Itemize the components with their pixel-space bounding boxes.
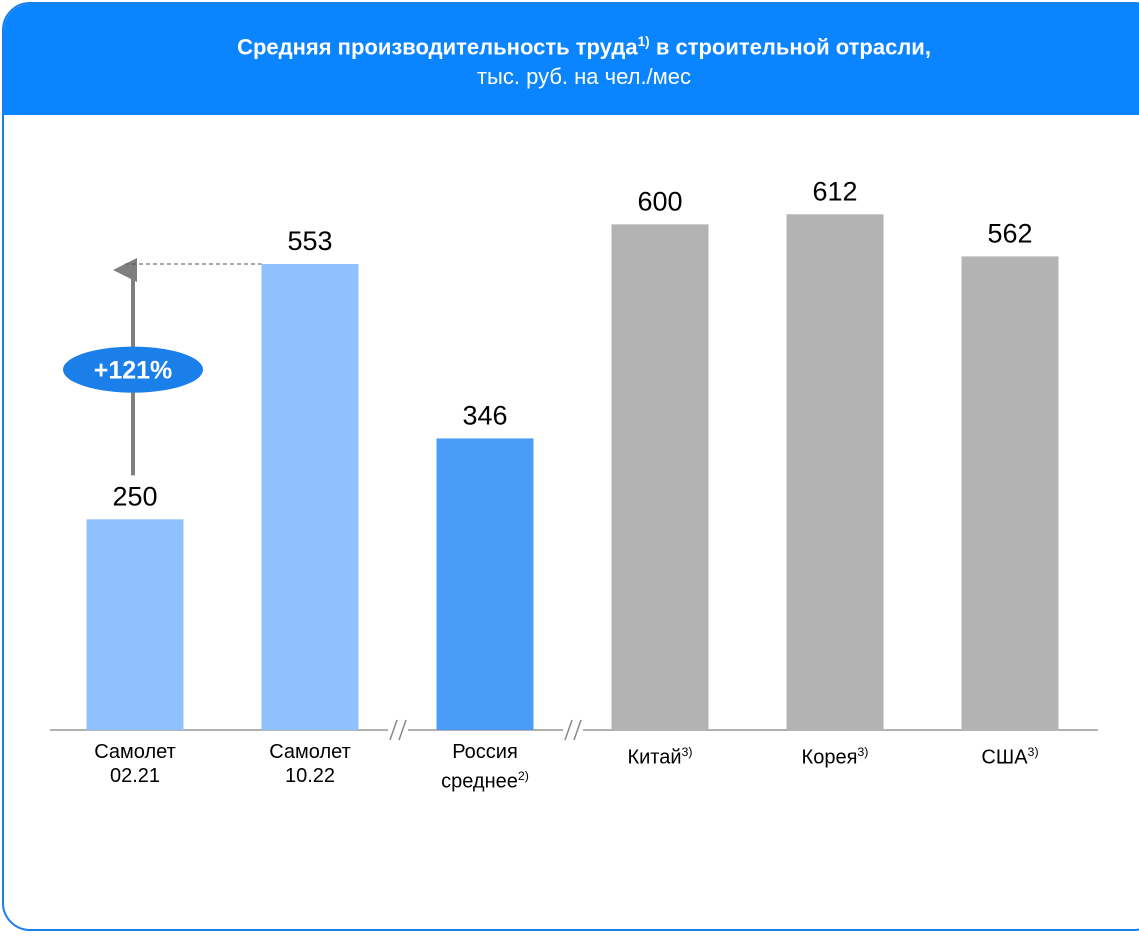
value-label: 562 <box>987 218 1032 248</box>
axis-break <box>563 719 583 741</box>
bar <box>86 519 184 730</box>
bar <box>961 256 1059 730</box>
x-tick-label: США3) <box>955 740 1065 770</box>
value-label: 553 <box>287 226 332 256</box>
growth-badge <box>63 346 203 393</box>
value-label: 346 <box>462 400 507 430</box>
category: Самолет 02.21 <box>94 741 176 787</box>
footnote: 3) <box>857 745 869 759</box>
footnote: 2) <box>517 769 529 783</box>
footnote: 3) <box>1027 745 1039 759</box>
footnote: 3) <box>681 745 693 759</box>
header: Средняя производительность труда1) в стр… <box>4 4 1139 115</box>
value-label: 600 <box>637 186 682 216</box>
value-label: 612 <box>812 176 857 206</box>
x-tick-label: Китай3) <box>605 740 715 770</box>
axis-break <box>388 719 408 741</box>
chart-title: Средняя производительность труда <box>237 34 638 60</box>
title-note: 1) <box>637 34 650 49</box>
category: Китай <box>627 746 682 769</box>
title-line: Средняя производительность труда1) в стр… <box>4 34 1139 60</box>
x-tick-label: Самолет 10.22 <box>255 740 365 788</box>
category: США <box>981 746 1028 769</box>
x-tick-label: Самолет 02.21 <box>80 740 190 788</box>
bar <box>611 224 709 730</box>
subtitle: тыс. руб. на чел./мес <box>476 64 692 90</box>
bar <box>436 438 534 730</box>
x-tick-label: Россия среднее2) <box>430 740 540 794</box>
category: Корея <box>801 746 858 769</box>
bar <box>786 214 884 731</box>
category: Россия среднее <box>441 741 518 793</box>
growth-label: +121% <box>94 357 173 385</box>
x-tick-label: Корея3) <box>780 740 890 770</box>
title-rest: в строительной отрасли, <box>655 34 931 60</box>
value-label: 250 <box>112 481 157 511</box>
category: Самолет 10.22 <box>269 741 351 787</box>
bar <box>261 263 359 730</box>
